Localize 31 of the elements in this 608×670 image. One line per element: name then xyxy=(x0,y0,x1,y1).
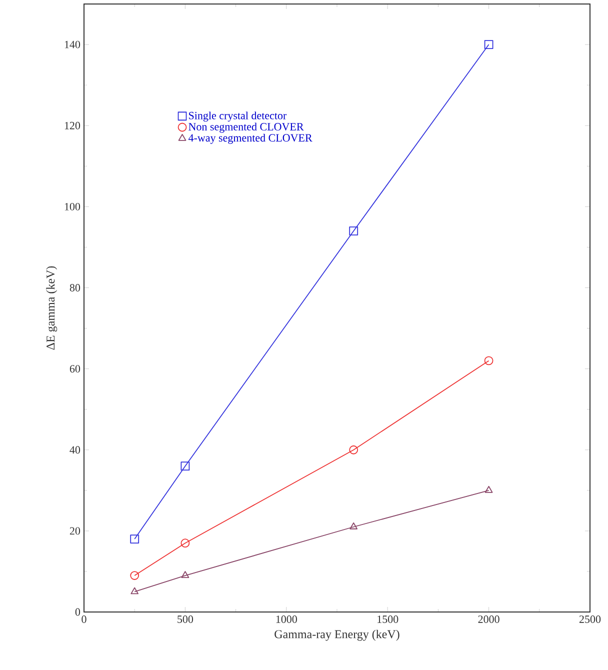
point xyxy=(484,40,494,49)
point xyxy=(130,587,139,594)
point xyxy=(484,486,493,493)
x-tick-label: 1000 xyxy=(276,616,297,623)
point xyxy=(180,538,190,548)
legend-label: 4-way segmented CLOVER xyxy=(188,134,312,144)
y-axis-title: ΔE gamma (keV) xyxy=(46,266,58,350)
x-tick-label: 1500 xyxy=(378,616,398,623)
legend-label: Single crystal detector xyxy=(189,112,287,122)
x-tick-label: 500 xyxy=(178,616,194,623)
x-tick-label: 2500 xyxy=(579,616,601,623)
point xyxy=(484,356,494,366)
x-tick-label: 0 xyxy=(82,616,86,623)
point xyxy=(180,462,190,471)
y-tick-label: 0 xyxy=(75,608,80,616)
point xyxy=(130,534,140,544)
y-tick-label: 140 xyxy=(64,40,80,48)
point xyxy=(181,571,190,578)
point xyxy=(350,522,358,530)
y-tick-label: 120 xyxy=(64,122,80,130)
point xyxy=(349,226,358,236)
point xyxy=(130,571,140,580)
y-tick-label: 20 xyxy=(70,527,80,535)
legend-label: Non segmented CLOVER xyxy=(188,122,304,133)
point xyxy=(349,445,358,454)
y-tick-label: 100 xyxy=(64,202,80,210)
x-axis-title: Gamma-ray Energy (keV) xyxy=(274,630,400,641)
x-tick-label: 2000 xyxy=(478,616,500,623)
y-tick-label: 60 xyxy=(70,365,80,373)
y-tick-label: 40 xyxy=(70,446,80,454)
y-tick-label: 80 xyxy=(70,284,80,292)
